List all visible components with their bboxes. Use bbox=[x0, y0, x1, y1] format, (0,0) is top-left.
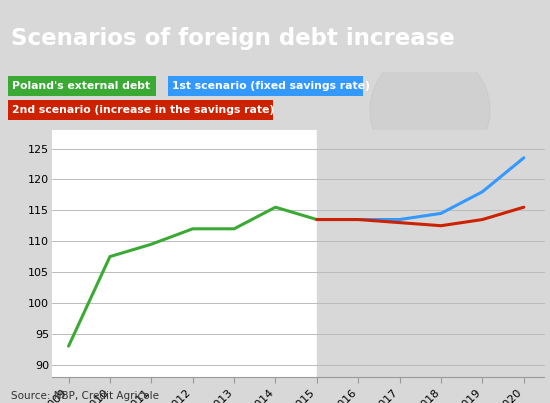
Bar bbox=[8, 76, 156, 96]
Bar bbox=[8, 100, 273, 120]
Text: 1st scenario (fixed savings rate): 1st scenario (fixed savings rate) bbox=[172, 81, 370, 91]
Bar bbox=[168, 76, 363, 96]
Text: Poland's external debt: Poland's external debt bbox=[12, 81, 150, 91]
Text: Source: NBP, Credit Agricole: Source: NBP, Credit Agricole bbox=[11, 391, 159, 401]
Text: 2nd scenario (increase in the savings rate): 2nd scenario (increase in the savings ra… bbox=[12, 105, 274, 115]
Circle shape bbox=[370, 50, 490, 170]
Text: Scenarios of foreign debt increase: Scenarios of foreign debt increase bbox=[11, 27, 455, 50]
Bar bbox=[317, 130, 544, 377]
